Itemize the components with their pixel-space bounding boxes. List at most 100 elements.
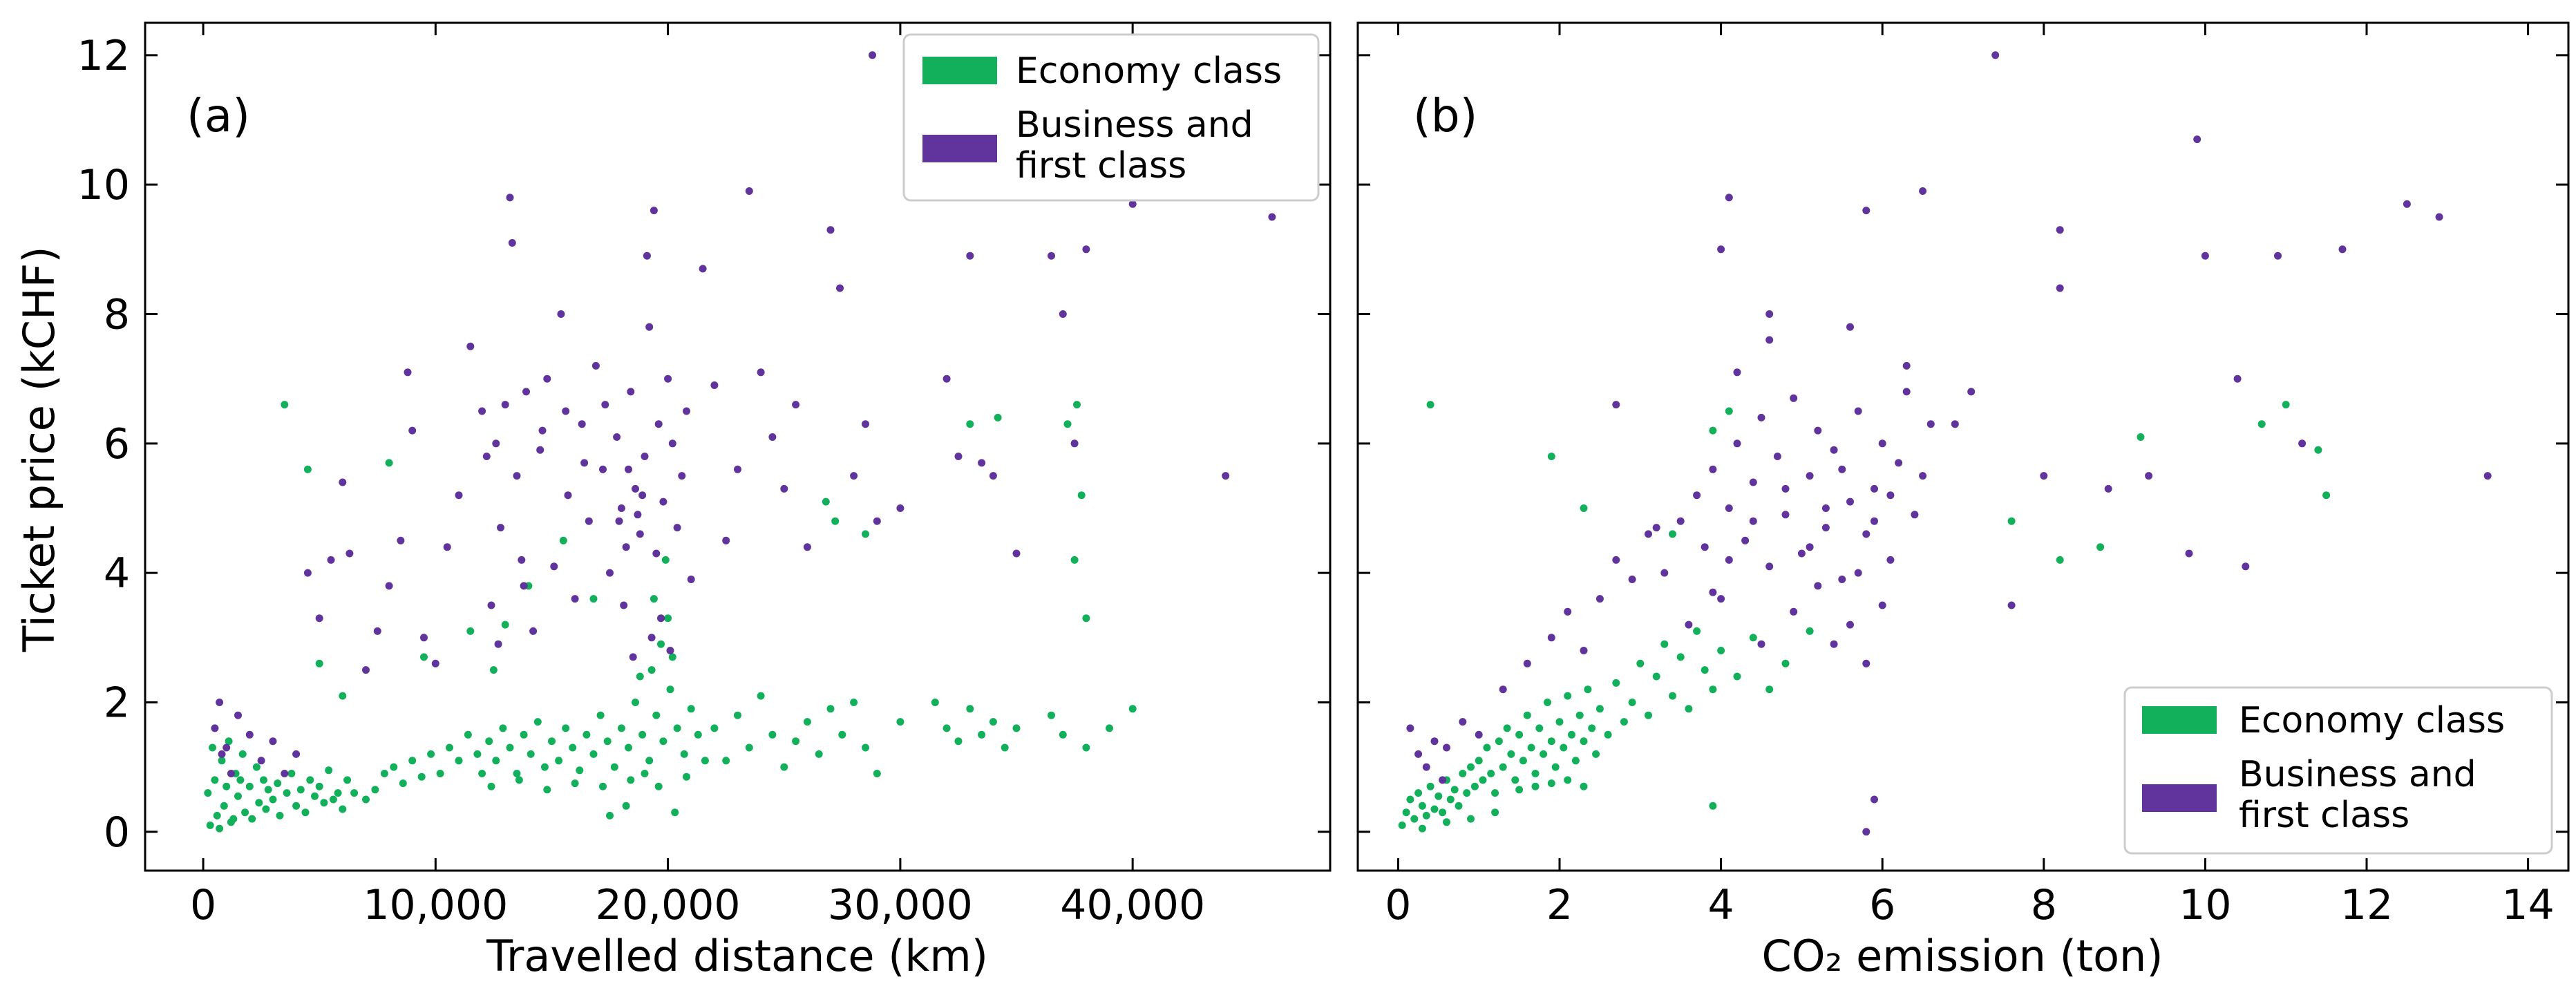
- panel-b-business-point-32: [1790, 394, 1798, 402]
- panel-b-economy-point-89: [2096, 543, 2105, 551]
- panel-b-economy-point-79: [1580, 504, 1588, 512]
- panel-a-y-tick-label-6: 12: [77, 32, 130, 80]
- panel-b-economy-point-75: [1467, 815, 1475, 823]
- panel-b-business-point-1: [1414, 750, 1423, 758]
- panel-b-economy-point-54: [1636, 659, 1645, 667]
- panel-a-business-point-98: [873, 517, 881, 525]
- panel-b-economy-point-29: [1515, 730, 1524, 739]
- panel-a-economy-point-128: [989, 718, 997, 726]
- panel-b-economy-point-27: [1507, 750, 1515, 758]
- panel-b-business-point-28: [1757, 413, 1765, 421]
- panel-a-economy-point-24: [238, 750, 247, 758]
- panel-a-business-point-79: [580, 459, 589, 467]
- panel-a-economy-point-21: [218, 757, 226, 765]
- panel-a-legend-swatch-business: [922, 135, 997, 162]
- panel-a-economy-point-33: [236, 776, 245, 784]
- panel-a-business-point-31: [497, 524, 504, 532]
- panel-a-frame: [144, 21, 1332, 872]
- panel-a-business-point-107: [1059, 310, 1067, 318]
- panel-b-economy-point-66: [1749, 634, 1757, 642]
- panel-a-business-point-101: [954, 453, 963, 460]
- panel-b-business-point-56: [1757, 640, 1765, 648]
- panel-a-business-point-80: [562, 407, 570, 415]
- panel-b-business-point-38: [1838, 576, 1846, 583]
- panel-b-economy-point-5: [1418, 802, 1426, 810]
- panel-b-business-point-23: [1717, 595, 1725, 603]
- panel-a-economy-point-57: [492, 757, 500, 765]
- panel-a-business-point-103: [978, 459, 986, 467]
- panel-a-economy-point-146: [303, 465, 312, 473]
- panel-a-economy-point-83: [673, 724, 681, 732]
- panel-a-economy-point-72: [596, 711, 605, 719]
- panel-b-business-point-34: [1806, 472, 1814, 480]
- panel-b-business-point-20: [1693, 491, 1701, 500]
- panel-b-business-point-65: [1725, 556, 1733, 564]
- panel-a-economy-point-55: [478, 770, 486, 777]
- panel-a-business-point-74: [647, 634, 656, 642]
- panel-a-business-point-17: [373, 627, 381, 635]
- panel-b-business-point-98: [1612, 401, 1620, 409]
- panel-b-economy-point-2: [1406, 795, 1414, 804]
- panel-b-economy-point-21: [1483, 743, 1491, 752]
- panel-a-economy-point-108: [722, 757, 730, 765]
- panel-a-economy-point-46: [399, 779, 407, 788]
- panel-b-economy-point-22: [1487, 770, 1495, 777]
- panel-b-x-axis-label: CO₂ emission (ton): [1761, 931, 2163, 981]
- panel-a-business-point-25: [455, 491, 463, 500]
- panel-a-economy-point-133: [1082, 743, 1090, 752]
- panel-a-business-point-60: [659, 498, 667, 506]
- panel-b-economy-point-33: [1531, 770, 1540, 777]
- panel-a-economy-point-103: [661, 556, 670, 564]
- panel-b-business-point-99: [1652, 524, 1660, 532]
- panel-a-business-point-9: [281, 770, 289, 777]
- panel-a-economy-point-44: [380, 770, 388, 777]
- panel-b-economy-point-31: [1523, 711, 1531, 719]
- panel-a-economy-point-66: [555, 757, 563, 765]
- panel-b-business-point-29: [1765, 562, 1774, 571]
- panel-a-economy-point-149: [489, 666, 498, 674]
- panel-a-business-point-30: [492, 439, 500, 448]
- panel-b-economy-point-74: [1443, 818, 1450, 826]
- panel-b-economy-point-81: [1709, 426, 1717, 435]
- panel-a-economy-point-42: [343, 776, 352, 784]
- panel-b-economy-point-52: [1620, 718, 1628, 726]
- panel-a-business-point-66: [687, 576, 695, 583]
- panel-b-economy-point-93: [1781, 659, 1790, 667]
- panel-a-business-point-27: [478, 407, 486, 415]
- panel-b-business-point-76: [1951, 420, 1959, 428]
- panel-a-economy-point-48: [417, 773, 426, 781]
- panel-b-points: [1398, 51, 2492, 836]
- panel-b-business-point-72: [1846, 323, 1854, 331]
- panel-b-economy-point-56: [1652, 672, 1660, 681]
- panel-a-business-point-12: [315, 614, 323, 623]
- panel-a-economy-point-86: [694, 730, 702, 739]
- panel-a-economy-point-117: [826, 705, 835, 713]
- panel-b-business-point-51: [1862, 659, 1871, 667]
- panel-a-business-point-44: [571, 595, 579, 603]
- panel-a-business-point-57: [645, 323, 654, 331]
- panel-b-economy-point-53: [1628, 699, 1636, 706]
- panel-a-business-point-15: [345, 549, 354, 558]
- panel-b-business-point-74: [1919, 187, 1927, 195]
- panel-a-economy-point-131: [1048, 711, 1055, 719]
- panel-b-business-point-89: [2274, 252, 2282, 260]
- panel-a-business-point-62: [668, 439, 676, 448]
- panel-a-business-point-13: [327, 556, 335, 564]
- panel-b-business-point-30: [1773, 453, 1781, 460]
- panel-a-y-tick-label-0: 0: [104, 808, 130, 857]
- panel-a-x-tick-label-2: 20,000: [596, 881, 741, 929]
- panel-a-economy-point-53: [464, 730, 472, 739]
- panel-b-economy-point-46: [1584, 685, 1592, 694]
- panel-a-economy-point-95: [683, 773, 690, 781]
- panel-b-business-point-41: [1862, 530, 1871, 538]
- panel-a-business-point-46: [585, 517, 593, 525]
- panel-b-business-point-68: [1765, 336, 1774, 344]
- panel-b-economy-point-65: [1733, 672, 1741, 681]
- panel-b-economy-point-61: [1693, 627, 1701, 635]
- panel-a-economy-point-137: [1077, 491, 1086, 500]
- panel-b-frame: [1356, 21, 2570, 872]
- panel-a-business-point-24: [443, 543, 451, 551]
- panel-a-business-point-90: [768, 433, 777, 441]
- panel-b-business-point-84: [2145, 472, 2153, 480]
- panel-b-economy-point-39: [1555, 718, 1564, 726]
